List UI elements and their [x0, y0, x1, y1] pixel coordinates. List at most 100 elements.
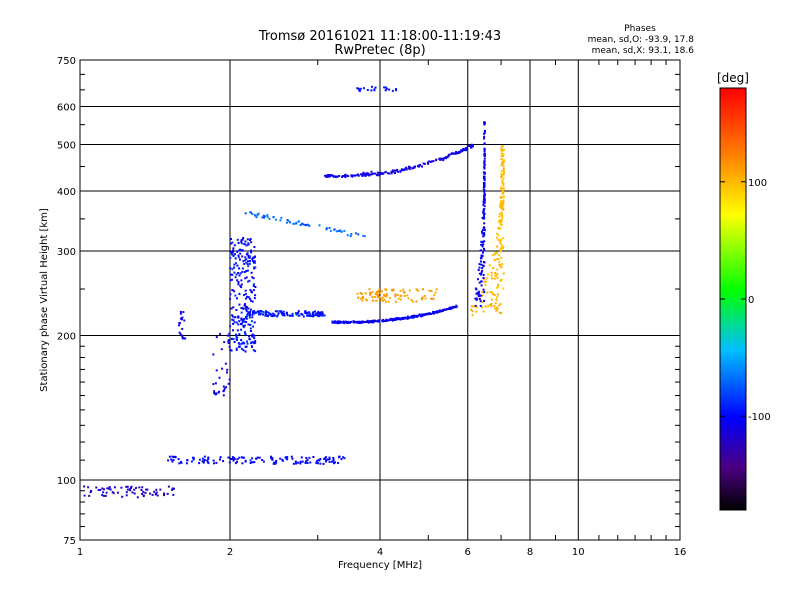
data-point	[317, 314, 320, 317]
data-point	[207, 458, 210, 460]
data-point	[233, 266, 236, 269]
data-point	[291, 312, 294, 315]
data-point	[356, 321, 359, 324]
data-point	[178, 462, 181, 465]
data-point	[253, 256, 256, 259]
data-point	[237, 316, 240, 319]
data-point	[396, 168, 399, 171]
data-point	[450, 152, 453, 155]
data-point	[245, 244, 248, 247]
data-point	[248, 316, 251, 319]
data-point	[241, 255, 244, 258]
data-point	[153, 490, 156, 493]
data-point	[227, 339, 230, 342]
data-point	[317, 310, 320, 313]
data-point	[371, 296, 374, 299]
data-point	[315, 461, 318, 464]
data-point	[478, 263, 481, 266]
data-point	[496, 251, 498, 254]
data-point	[253, 334, 256, 337]
data-point	[251, 291, 253, 294]
data-point	[106, 487, 109, 490]
data-point	[243, 456, 245, 459]
data-point	[245, 270, 248, 273]
data-point	[274, 310, 277, 313]
data-point	[362, 234, 365, 237]
data-point	[250, 299, 252, 302]
data-point	[97, 489, 100, 491]
data-point	[325, 175, 328, 178]
data-point	[202, 460, 205, 463]
data-point	[381, 319, 384, 322]
data-point	[299, 460, 302, 463]
data-point	[253, 246, 256, 248]
data-point	[401, 168, 403, 171]
data-point	[483, 137, 486, 140]
data-point	[242, 237, 245, 239]
data-point	[483, 299, 486, 302]
data-point	[212, 383, 215, 386]
data-point	[232, 249, 235, 252]
data-point	[481, 269, 484, 272]
data-point	[371, 85, 373, 88]
data-point	[496, 232, 498, 235]
data-point	[432, 160, 435, 163]
data-point	[329, 175, 331, 178]
data-point	[391, 319, 394, 322]
data-point	[130, 485, 133, 488]
data-point	[249, 327, 252, 330]
data-point	[263, 216, 265, 219]
data-point	[384, 300, 387, 303]
data-point	[291, 457, 294, 460]
data-point	[333, 228, 336, 231]
data-point	[479, 300, 482, 303]
data-point	[243, 324, 246, 327]
data-point	[345, 321, 348, 324]
data-point	[332, 458, 335, 461]
data-point	[502, 160, 504, 163]
data-point	[270, 457, 273, 460]
data-point	[500, 213, 503, 216]
data-point	[398, 318, 401, 320]
data-point	[125, 491, 128, 494]
data-point	[237, 281, 240, 283]
data-point	[483, 191, 486, 194]
data-point	[251, 457, 254, 460]
data-point	[265, 314, 268, 317]
data-point	[181, 337, 184, 340]
data-point	[375, 293, 378, 296]
data-point	[470, 308, 473, 311]
data-point	[492, 267, 495, 270]
data-point	[316, 312, 319, 315]
data-point	[501, 179, 504, 182]
data-point	[262, 460, 265, 463]
data-point	[231, 337, 234, 340]
data-point	[237, 254, 240, 257]
data-point	[253, 261, 256, 264]
data-point	[421, 297, 423, 300]
data-point	[87, 486, 90, 489]
data-point	[255, 216, 258, 219]
data-point	[484, 153, 486, 156]
data-point	[483, 200, 486, 202]
data-point	[388, 318, 391, 321]
data-point	[478, 297, 481, 300]
data-point	[231, 318, 234, 321]
phases-x-stats: mean, sd,X: 93.1, 18.6	[592, 46, 695, 56]
data-point	[295, 313, 298, 316]
data-point	[345, 174, 348, 177]
data-point	[361, 293, 364, 295]
data-point	[250, 241, 253, 244]
data-point	[375, 173, 378, 176]
data-point	[240, 328, 242, 331]
data-point	[249, 289, 252, 292]
data-point	[354, 320, 357, 323]
data-point	[130, 487, 132, 489]
data-point	[490, 277, 493, 280]
data-point	[219, 458, 221, 461]
data-point	[423, 294, 426, 297]
data-point	[283, 313, 286, 315]
data-point	[190, 460, 193, 463]
data-point	[496, 245, 499, 248]
data-point	[482, 216, 485, 219]
